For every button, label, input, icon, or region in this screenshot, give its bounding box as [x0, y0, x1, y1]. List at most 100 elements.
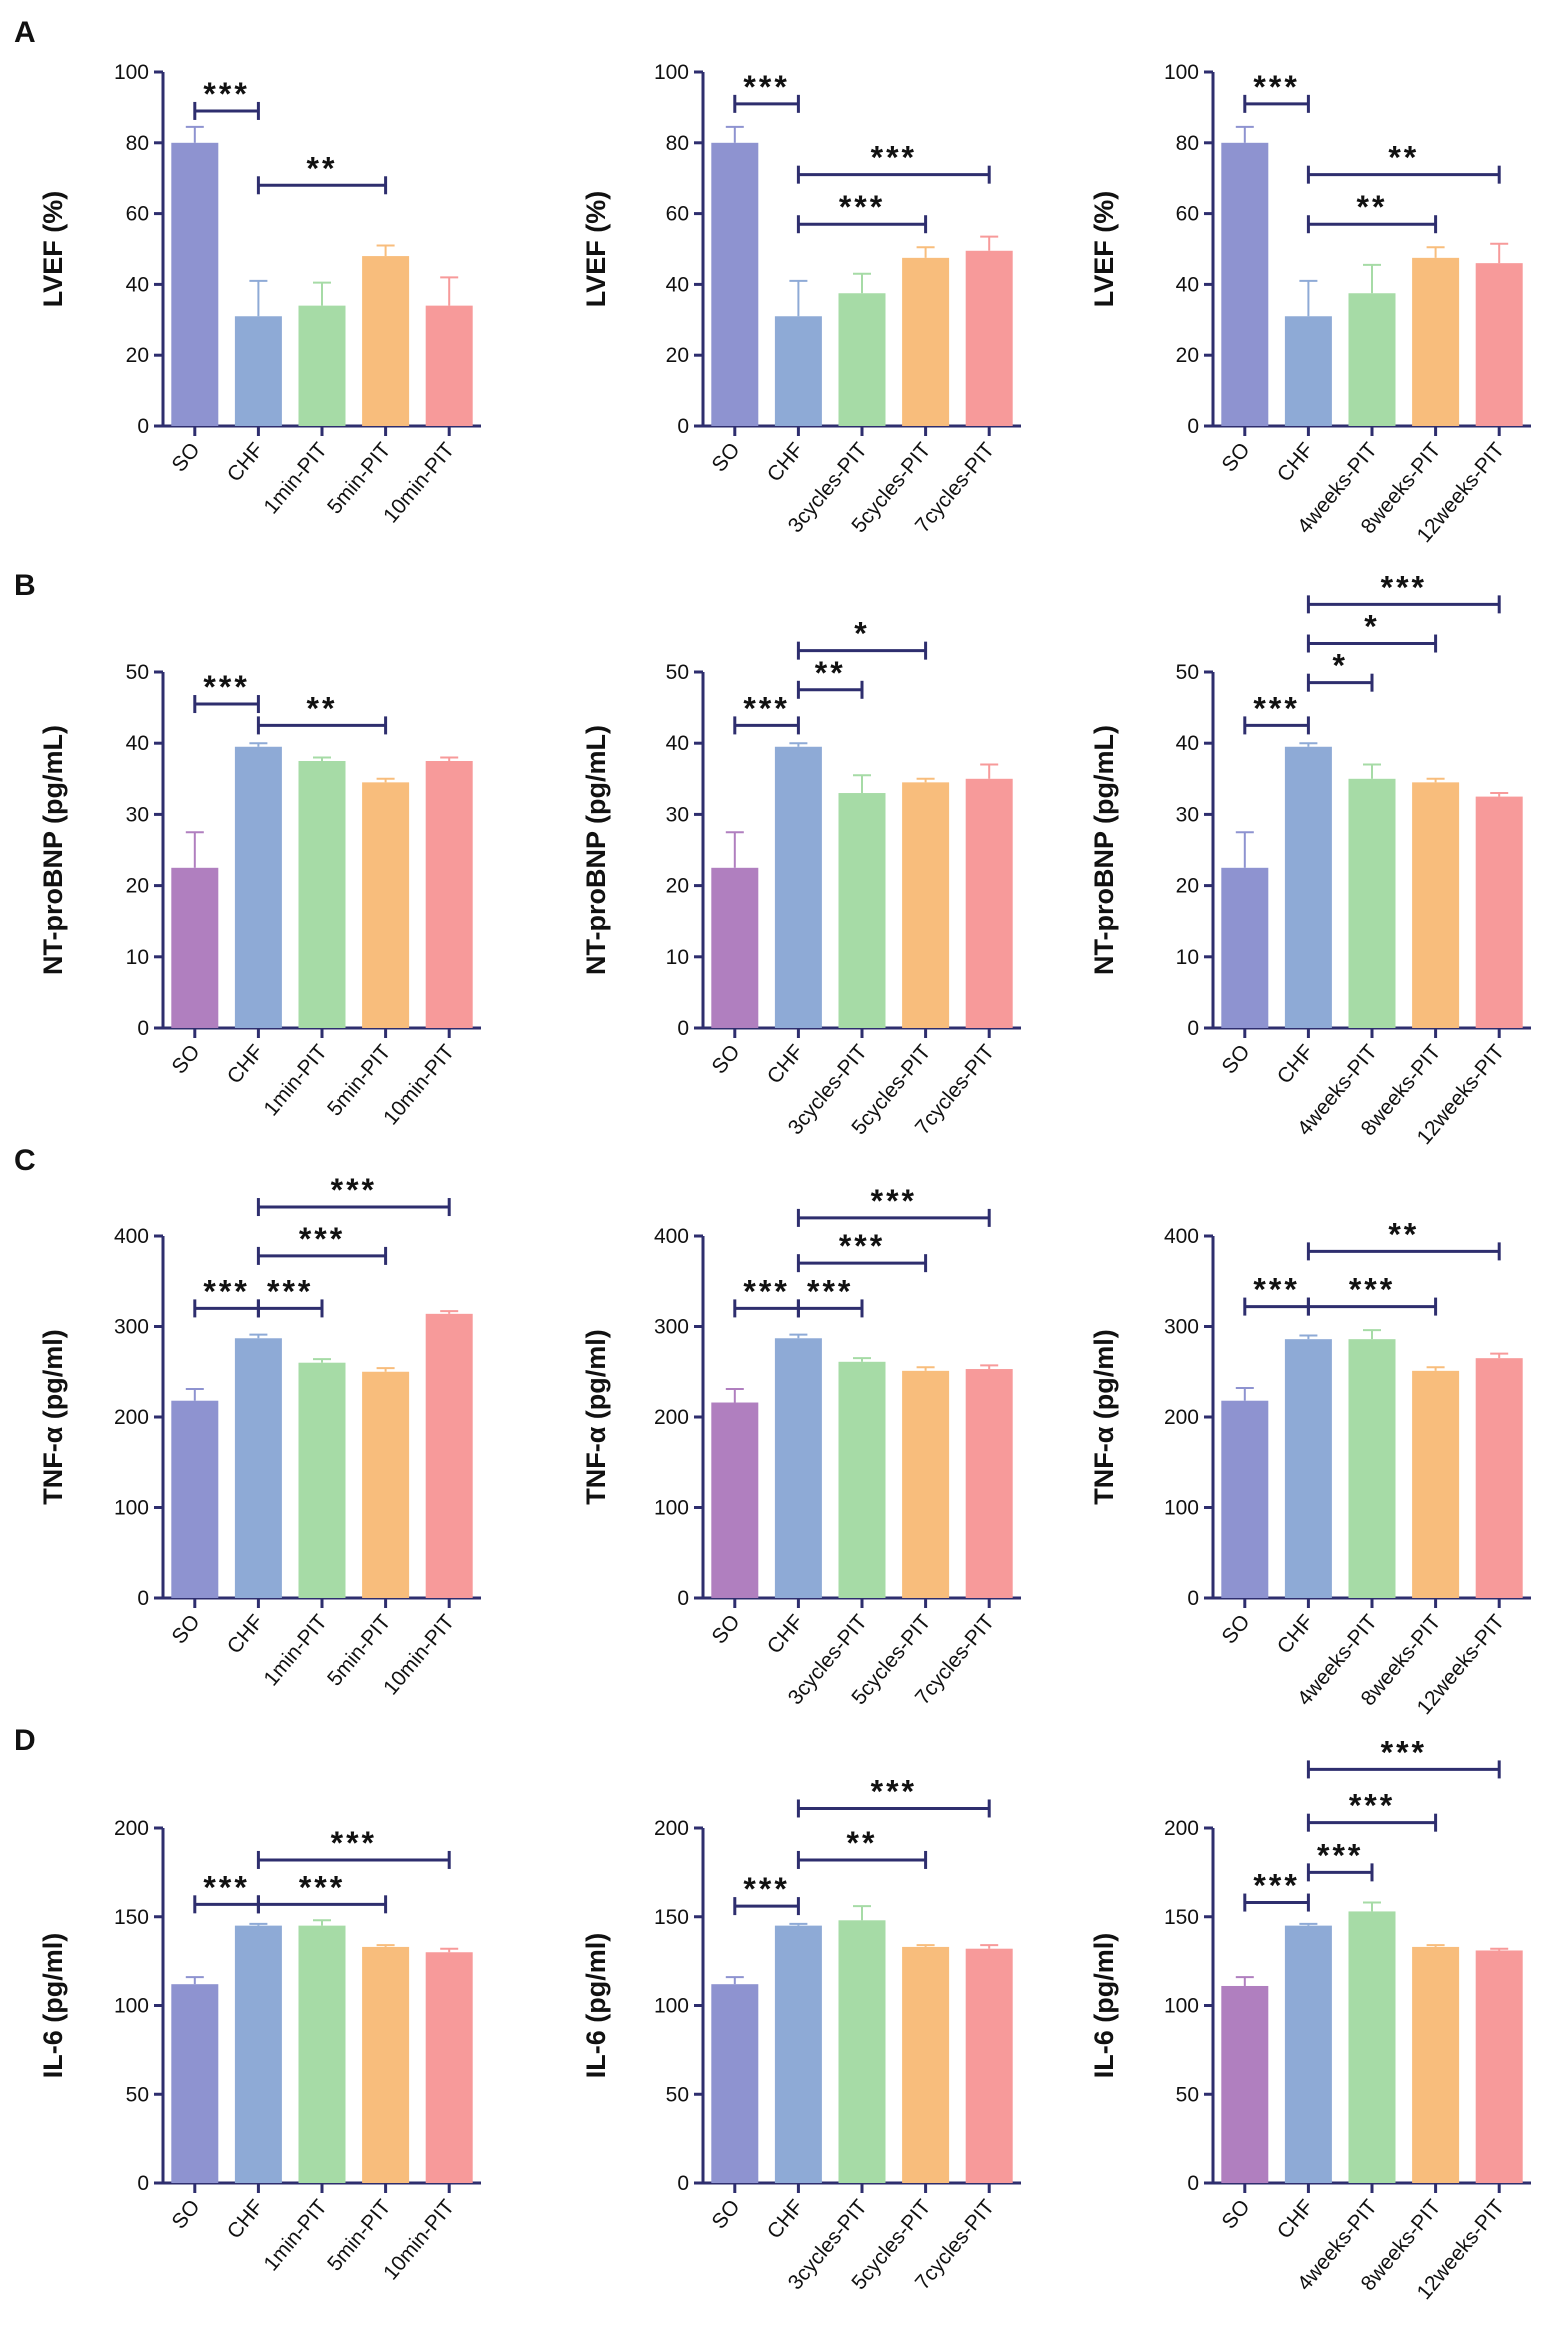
x-category-label: SO — [708, 1610, 745, 1648]
panel-letter: D — [14, 1724, 36, 1757]
bar — [425, 305, 473, 426]
y-tick-label: 30 — [666, 803, 689, 826]
y-axis-label: NT-proBNP (pg/mL) — [38, 725, 68, 975]
bar — [1348, 293, 1396, 426]
y-tick-label: 50 — [666, 2083, 689, 2106]
bar — [711, 142, 759, 427]
y-tick-label: 200 — [114, 1817, 149, 1840]
y-tick-label: 100 — [1164, 61, 1199, 84]
bar — [171, 1400, 219, 1598]
bar — [965, 1948, 1013, 2183]
bar — [1412, 257, 1460, 426]
bar — [362, 256, 410, 426]
y-tick-label: 40 — [1176, 273, 1199, 296]
bar — [1221, 1400, 1269, 1598]
significance-stars: *** — [1317, 1837, 1363, 1873]
y-tick-label: 0 — [137, 1017, 149, 1040]
bar — [711, 867, 759, 1028]
y-tick-label: 50 — [666, 661, 689, 684]
y-tick-label: 0 — [677, 415, 689, 438]
panel-letter: A — [14, 16, 36, 49]
bar — [1221, 142, 1269, 427]
x-category-label: CHF — [223, 2195, 268, 2243]
significance-stars: *** — [203, 1273, 249, 1309]
x-category-label: SO — [168, 438, 205, 476]
x-category-label: CHF — [763, 438, 808, 486]
significance-stars: *** — [203, 1869, 249, 1905]
x-category-label: CHF — [1273, 1040, 1318, 1088]
bar — [362, 1371, 410, 1598]
y-tick-label: 50 — [1176, 661, 1199, 684]
y-tick-label: 20 — [666, 344, 689, 367]
y-axis-label: LVEF (%) — [581, 191, 611, 308]
significance-stars: *** — [743, 1273, 789, 1309]
bar — [425, 761, 473, 1028]
y-tick-label: 100 — [1164, 1497, 1199, 1520]
significance-stars: * — [854, 616, 869, 652]
y-tick-label: 10 — [666, 946, 689, 969]
bar — [1284, 1339, 1332, 1598]
significance-stars: *** — [743, 690, 789, 726]
bar — [234, 316, 282, 426]
bar — [774, 1338, 822, 1598]
y-tick-label: 0 — [1187, 415, 1199, 438]
y-tick-label: 100 — [1164, 1995, 1199, 2018]
bar — [1412, 782, 1460, 1028]
y-tick-label: 50 — [1176, 2083, 1199, 2106]
significance-stars: *** — [203, 669, 249, 705]
significance-stars: *** — [299, 1221, 345, 1257]
bar — [1284, 1925, 1332, 2183]
y-tick-label: 10 — [1176, 946, 1199, 969]
y-axis-label: LVEF (%) — [1089, 191, 1119, 308]
y-tick-label: 400 — [1164, 1225, 1199, 1248]
bar — [1284, 316, 1332, 426]
y-axis-label: IL-6 (pg/ml) — [581, 1933, 611, 2078]
bar — [362, 1946, 410, 2183]
significance-stars: *** — [1253, 1272, 1299, 1308]
bar — [298, 1362, 346, 1598]
y-tick-label: 100 — [654, 1995, 689, 2018]
significance-stars: ** — [815, 655, 846, 691]
x-category-label: 1min-PIT — [259, 1610, 331, 1690]
y-tick-label: 200 — [654, 1406, 689, 1429]
y-tick-label: 150 — [1164, 1906, 1199, 1929]
x-category-label: 1min-PIT — [259, 1040, 331, 1120]
bar — [298, 305, 346, 426]
significance-stars: *** — [1349, 1272, 1395, 1308]
y-axis-label: NT-proBNP (pg/mL) — [1089, 725, 1119, 975]
significance-stars: *** — [331, 1825, 377, 1861]
significance-stars: * — [1364, 609, 1379, 645]
bar — [425, 1952, 473, 2183]
significance-stars: *** — [203, 76, 249, 112]
y-tick-label: 0 — [1187, 1017, 1199, 1040]
significance-stars: ** — [1388, 1216, 1419, 1252]
bar — [1475, 1358, 1523, 1598]
y-tick-label: 150 — [114, 1906, 149, 1929]
bar — [1348, 1911, 1396, 2183]
bar — [1221, 1985, 1269, 2183]
x-category-label: CHF — [1273, 2195, 1318, 2243]
y-axis-label: IL-6 (pg/ml) — [38, 1933, 68, 2078]
x-category-label: SO — [1218, 2195, 1255, 2233]
y-tick-label: 100 — [114, 61, 149, 84]
significance-stars: ** — [307, 150, 338, 186]
bar — [1475, 1950, 1523, 2183]
bar — [171, 867, 219, 1028]
y-tick-label: 0 — [1187, 2172, 1199, 2195]
y-tick-label: 300 — [1164, 1316, 1199, 1339]
y-tick-label: 20 — [126, 875, 149, 898]
bar — [1221, 867, 1269, 1028]
significance-stars: ** — [1388, 140, 1419, 176]
x-category-label: CHF — [763, 2195, 808, 2243]
significance-stars: *** — [871, 1183, 917, 1219]
y-tick-label: 200 — [1164, 1817, 1199, 1840]
panel-letter: B — [14, 569, 36, 602]
significance-stars: ** — [847, 1825, 878, 1861]
y-tick-label: 40 — [666, 732, 689, 755]
bar — [902, 257, 950, 426]
bar — [838, 793, 886, 1028]
y-tick-label: 0 — [677, 1587, 689, 1610]
y-tick-label: 0 — [1187, 1587, 1199, 1610]
bar — [965, 250, 1013, 426]
bar — [1475, 796, 1523, 1028]
